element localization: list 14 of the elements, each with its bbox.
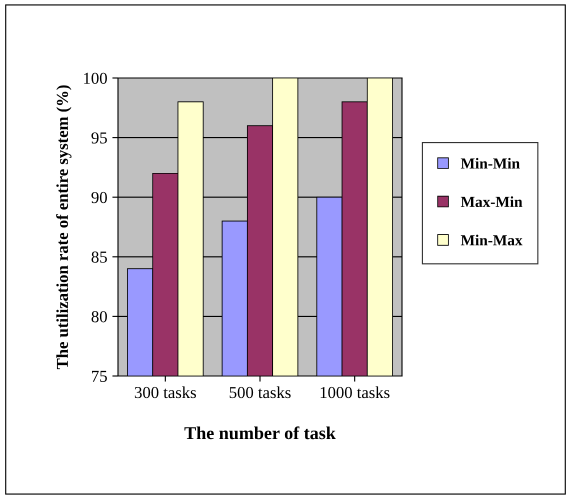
x-axis-title: The number of task <box>184 426 336 440</box>
x-tick-label: 300 tasks <box>134 386 196 398</box>
x-tick-label: 1000 tasks <box>320 386 390 398</box>
y-tick-label: 100 <box>84 72 107 84</box>
y-tick-label: 75 <box>92 370 107 382</box>
x-tick-label: 500 tasks <box>230 386 291 398</box>
legend-label: Min-Min <box>460 158 520 168</box>
y-tick-label: 95 <box>91 132 107 144</box>
y-tick-label: 80 <box>92 311 107 322</box>
legend-label: Min-Max <box>460 234 522 246</box>
y-tick-label: 90 <box>91 192 107 204</box>
y-tick-label: 85 <box>92 252 107 263</box>
legend-label: Max-Min <box>460 196 522 208</box>
y-axis-title: The utilization rate of entire system (%) <box>56 85 72 370</box>
